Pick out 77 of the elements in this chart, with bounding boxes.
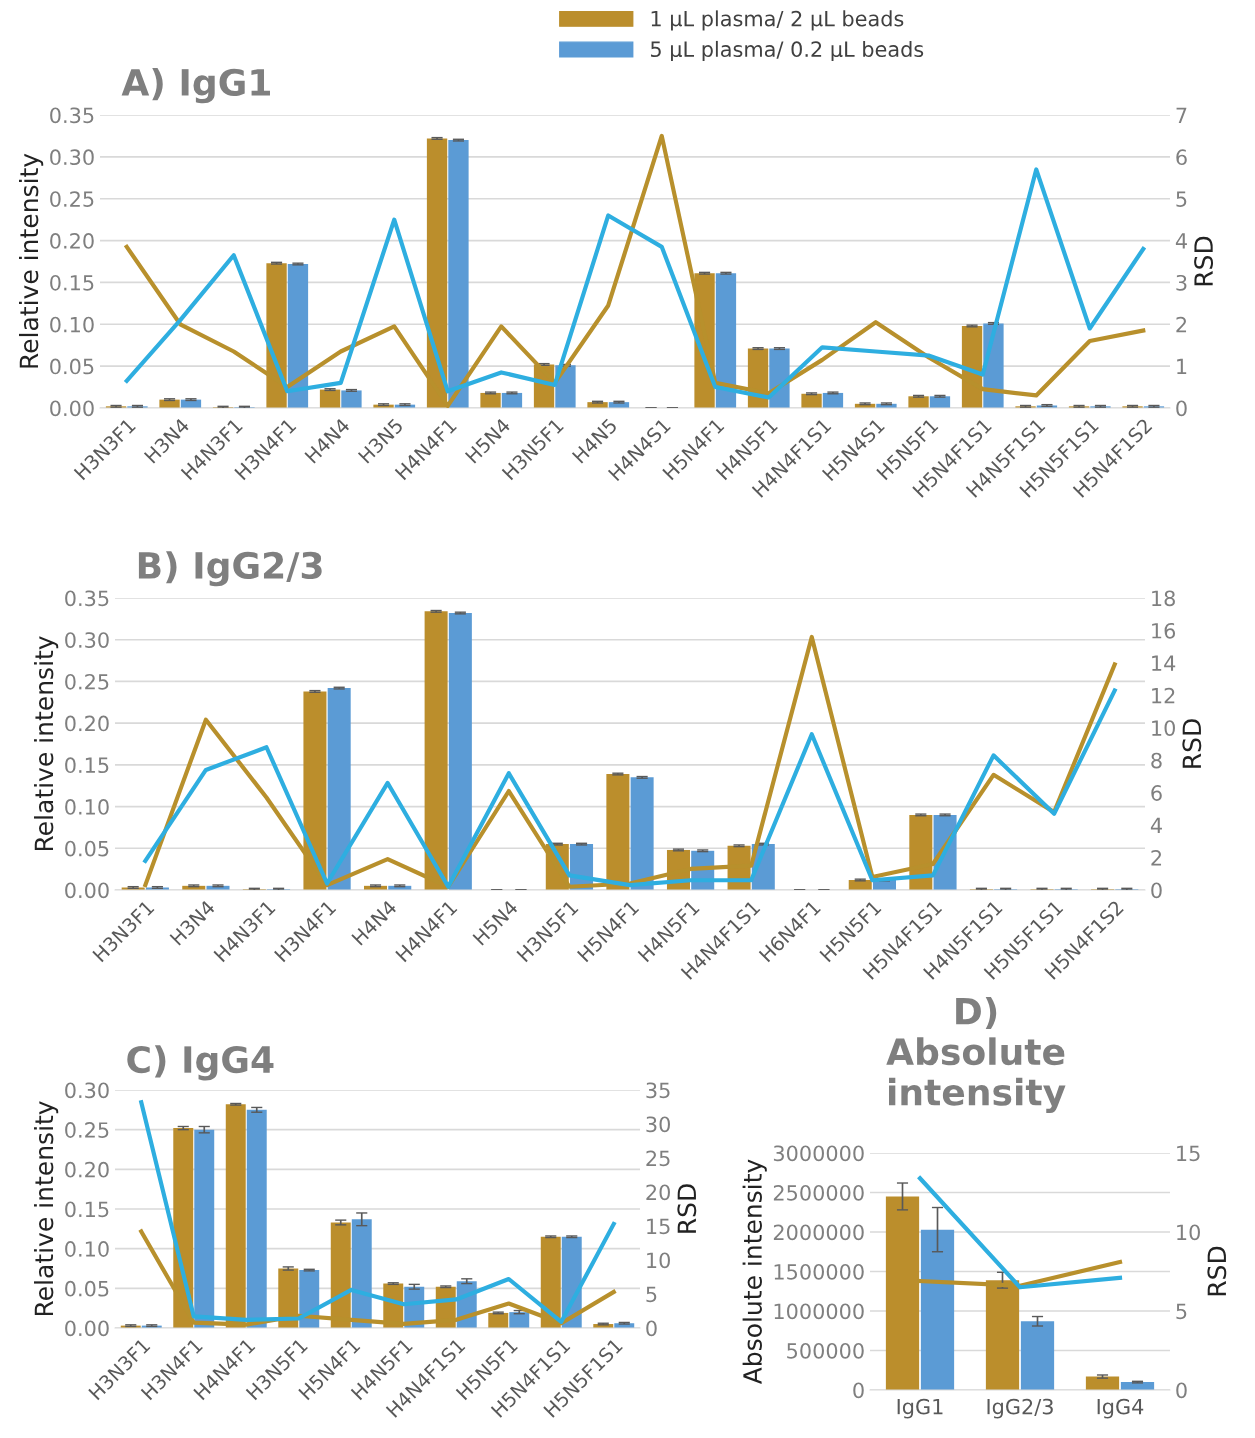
x-tick-label: IgG4 [1097, 1398, 1144, 1419]
y-tick-label: 0.20 [65, 715, 109, 732]
y-axis-title: Relative intensity [34, 1101, 59, 1316]
y2-tick-label: 7 [1176, 107, 1187, 123]
y2-tick-label: 15 [647, 1218, 670, 1235]
y2-tick-label: 20 [646, 1184, 670, 1201]
y2-tick-label: 14 [1152, 655, 1176, 671]
y-axis-title: Relative intensity [19, 153, 44, 368]
y2-tick-label: 4 [1150, 817, 1162, 834]
y-tick-label: 0.30 [65, 632, 109, 648]
y-tick-label: 2500000 [773, 1184, 864, 1201]
y-tick-label: 0 [853, 1382, 864, 1399]
y2-tick-label: 5 [646, 1286, 657, 1303]
y-tick-label: 0.25 [50, 191, 94, 207]
y2-axis-title: RSD [1207, 1246, 1227, 1296]
y-tick-label: 0.35 [50, 107, 94, 124]
y2-axis-title: RSD [1182, 719, 1202, 768]
legend-label: 1 µL plasma/ 2 µL beads [651, 10, 904, 31]
y2-tick-label: 5 [1176, 1303, 1187, 1320]
y-tick-label: 0.10 [65, 1241, 109, 1257]
y-tick-label: 0.00 [50, 400, 94, 417]
y2-tick-label: 35 [646, 1082, 670, 1099]
y2-tick-label: 2 [1151, 850, 1162, 866]
y2-tick-label: 2 [1176, 316, 1187, 333]
x-tick-label: IgG1 [897, 1398, 943, 1419]
y-tick-label: 1000000 [774, 1303, 864, 1320]
y2-tick-label: 0 [1176, 400, 1187, 417]
chart-title: B) IgG2/3 [138, 551, 322, 587]
y2-tick-label: 10 [1177, 1224, 1200, 1241]
y-tick-label: 0.00 [65, 882, 109, 899]
y2-tick-label: 15 [1177, 1145, 1200, 1162]
y-tick-label: 0.10 [50, 316, 94, 333]
y2-tick-label: 6 [1151, 785, 1162, 801]
y2-tick-label: 10 [1152, 720, 1175, 736]
y2-tick-label: 4 [1175, 233, 1187, 249]
y2-axis-title: RSD [677, 1184, 697, 1233]
y-tick-label: 0.30 [50, 149, 94, 166]
y2-tick-label: 8 [1151, 752, 1162, 769]
y2-tick-label: 1 [1177, 358, 1187, 375]
legend-label: 5 µL plasma/ 0.2 µL beads [650, 40, 924, 62]
y2-tick-label: 0 [1176, 1382, 1187, 1399]
y2-tick-label: 12 [1152, 687, 1175, 704]
y-tick-label: 0.20 [65, 1161, 109, 1178]
y2-tick-label: 18 [1152, 590, 1175, 607]
y-tick-label: 500000 [787, 1342, 864, 1359]
y-tick-label: 0.10 [65, 799, 109, 815]
x-tick-label: IgG2/3 [987, 1398, 1053, 1419]
y-tick-label: 0.15 [65, 1201, 109, 1218]
y-tick-label: 0.00 [65, 1320, 109, 1337]
y2-tick-label: 25 [646, 1150, 670, 1167]
y-tick-label: 0.20 [50, 233, 94, 249]
y-tick-label: 0.05 [50, 358, 94, 375]
y-tick-label: 0.05 [65, 840, 109, 857]
y-tick-label: 2000000 [773, 1224, 864, 1241]
y2-tick-label: 16 [1152, 622, 1176, 639]
y-tick-label: 1500000 [774, 1263, 864, 1280]
y2-tick-label: 3 [1176, 274, 1187, 291]
y-tick-label: 3000000 [773, 1145, 864, 1162]
y-axis-title: Absolute intensity [742, 1159, 767, 1385]
chart-title: D) Absolute intensity [886, 996, 1066, 1113]
y-tick-label: 0.15 [50, 274, 94, 291]
y2-tick-label: 5 [1176, 191, 1187, 207]
y2-tick-label: 0 [646, 1320, 657, 1337]
chart-title: C) IgG4 [127, 1045, 274, 1081]
y2-tick-label: 6 [1176, 149, 1187, 166]
y-tick-label: 0.15 [65, 757, 109, 774]
y2-axis-title: RSD [1194, 236, 1214, 286]
y2-tick-label: 0 [1151, 882, 1162, 899]
y2-tick-label: 10 [647, 1252, 670, 1269]
y-tick-label: 0.35 [65, 590, 109, 607]
y2-tick-label: 30 [646, 1116, 670, 1133]
y-tick-label: 0.25 [65, 673, 109, 690]
y-tick-label: 0.30 [65, 1082, 109, 1099]
chart-title: A) IgG1 [121, 68, 270, 104]
y-tick-label: 0.05 [65, 1280, 109, 1297]
y-tick-label: 0.25 [65, 1122, 109, 1138]
y-axis-title: Relative intensity [34, 636, 59, 851]
